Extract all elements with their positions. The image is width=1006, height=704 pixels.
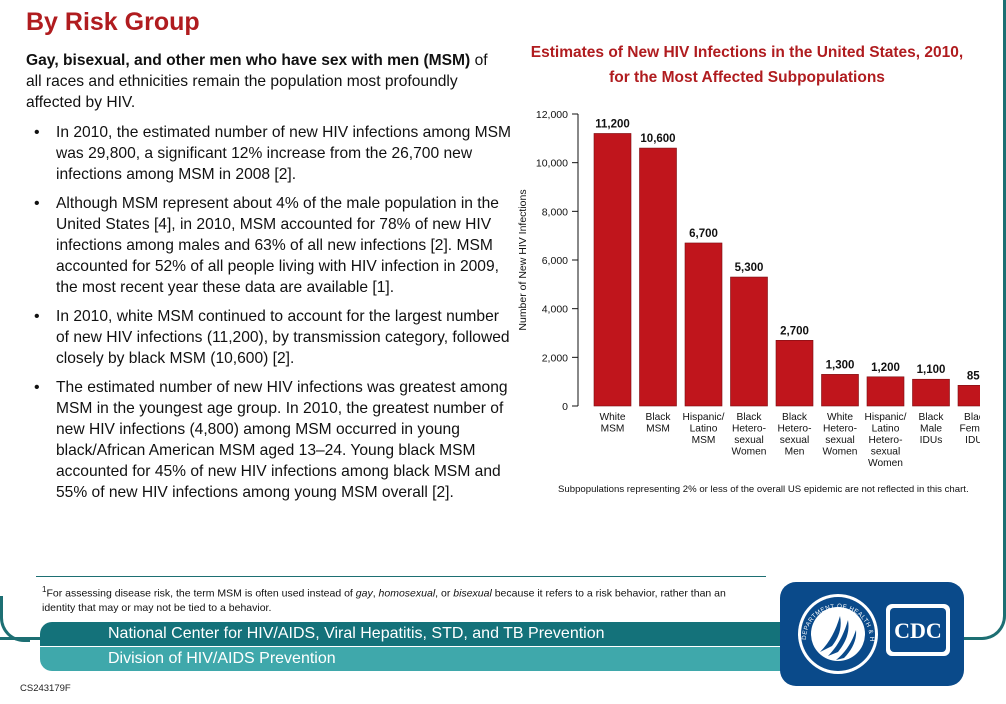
footnote-term: homosexual — [378, 587, 436, 600]
category-label: sexual — [825, 435, 854, 446]
footer-band-division: Division of HIV/AIDS Prevention — [40, 647, 830, 671]
y-tick-label: 8,000 — [542, 206, 568, 218]
intro-bold-text: Gay, bisexual, and other men who have se… — [26, 52, 471, 69]
footnote-divider — [36, 576, 766, 577]
footnote-term: bisexual — [453, 587, 492, 600]
bar — [639, 147, 677, 407]
chart-title-line1: Estimates of New HIV Infections in the U… — [530, 44, 964, 61]
bar — [821, 374, 859, 407]
category-label: Hispanic/ — [865, 412, 907, 423]
category-label: sexual — [871, 447, 900, 458]
bar-value-label: 6,700 — [689, 228, 718, 240]
category-label: IDUs — [920, 435, 943, 446]
bar-value-label: 1,200 — [871, 362, 900, 374]
category-label: Male — [920, 424, 942, 435]
category-label: White — [827, 412, 853, 423]
y-tick-label: 6,000 — [542, 255, 568, 267]
footnote-term: gay — [355, 587, 373, 600]
footnote-sep: , or — [435, 587, 454, 600]
category-label: Hetero- — [778, 424, 812, 435]
category-label: Black — [964, 412, 980, 423]
footer-band-center: National Center for HIV/AIDS, Viral Hepa… — [40, 622, 830, 646]
section-heading: By Risk Group — [26, 8, 200, 36]
category-label: Latino — [872, 424, 900, 435]
category-label: Hetero- — [732, 424, 766, 435]
cdc-logo-text: CDC — [894, 618, 942, 643]
bar-value-label: 1,100 — [917, 364, 946, 376]
intro-paragraph: Gay, bisexual, and other men who have se… — [26, 50, 496, 113]
chart-title-line2: for the Most Affected Subpopulations — [609, 69, 885, 86]
category-label: Black — [919, 412, 945, 423]
bar-value-label: 2,700 — [780, 325, 809, 337]
y-axis-label: Number of New HIV Infections — [517, 189, 529, 330]
category-label: MSM — [646, 424, 670, 435]
bar-value-label: 5,300 — [735, 262, 764, 274]
bar-chart: 0 2,000 4,000 6,000 8,000 10,000 12,000 Number … — [517, 109, 980, 469]
document-code: CS243179F — [20, 683, 71, 694]
logo-graphic: DEPARTMENT OF HEALTH & HUMAN SERVICES · … — [777, 577, 950, 674]
chart-note: Subpopulations representing 2% or less o… — [558, 484, 969, 495]
category-label: Women — [868, 458, 903, 469]
bullet-item: Although MSM represent about 4% of the m… — [26, 193, 516, 298]
bar — [912, 378, 950, 407]
bar-value-label: 850 — [967, 370, 980, 382]
y-tick-label: 2,000 — [542, 352, 568, 364]
category-label: MSM — [692, 435, 716, 446]
category-label: Black — [782, 412, 808, 423]
category-label: White — [599, 412, 625, 423]
bar — [866, 376, 905, 407]
y-tick-label: 0 — [562, 401, 568, 413]
bullet-item: In 2010, the estimated number of new HIV… — [26, 122, 516, 185]
bar — [730, 276, 768, 407]
chart-title: Estimates of New HIV Infections in the U… — [512, 40, 982, 90]
bar-value-label: 11,200 — [595, 118, 630, 130]
bar-value-label: 10,600 — [640, 133, 675, 145]
category-label: Black — [646, 412, 672, 423]
y-tick-label: 10,000 — [536, 158, 568, 170]
y-tick-label: 12,000 — [536, 109, 568, 121]
page-frame-corner — [0, 596, 30, 642]
footnote-mark: 1 — [42, 585, 47, 594]
bar — [775, 340, 814, 407]
y-tick-label: 4,000 — [542, 304, 568, 316]
category-label: MSM — [601, 424, 625, 435]
category-label: Men — [785, 447, 805, 458]
category-label: Hetero- — [869, 435, 903, 446]
bar — [684, 242, 723, 407]
category-label: Female — [960, 424, 980, 435]
category-label: sexual — [780, 435, 809, 446]
footnote-text: For assessing disease risk, the term MSM… — [46, 587, 356, 600]
category-label: Hispanic/ — [683, 412, 725, 423]
bullet-item: In 2010, white MSM continued to account … — [26, 306, 516, 369]
bar — [957, 385, 980, 407]
category-label: Women — [823, 447, 858, 458]
category-label: Latino — [690, 424, 718, 435]
footnote-sep: , — [372, 587, 379, 600]
intro-rest-text: of all races and ethnicities remain the … — [26, 52, 488, 111]
category-label: Black — [737, 412, 763, 423]
logo-panel: DEPARTMENT OF HEALTH & HUMAN SERVICES · … — [777, 577, 964, 686]
category-label: sexual — [734, 435, 763, 446]
footnote-text: because it refers to a risk behavior, ra… — [42, 587, 726, 614]
bullet-list: In 2010, the estimated number of new HIV… — [26, 122, 516, 511]
category-label: Women — [732, 447, 767, 458]
bar-value-label: 1,300 — [826, 359, 855, 371]
category-label: IDUs — [965, 435, 980, 446]
eagle-icon — [820, 616, 857, 660]
bar — [593, 133, 632, 407]
category-label: Hetero- — [823, 424, 857, 435]
bullet-item: The estimated number of new HIV infectio… — [26, 377, 516, 503]
footnote: 1For assessing disease risk, the term MS… — [42, 583, 762, 615]
